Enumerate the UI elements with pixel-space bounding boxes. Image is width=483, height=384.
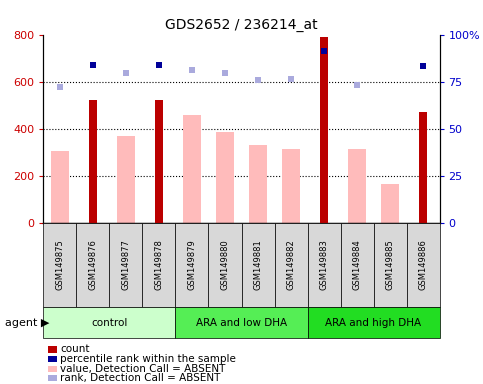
Bar <box>249 145 267 223</box>
Bar <box>155 101 163 223</box>
Text: GSM149884: GSM149884 <box>353 240 361 290</box>
Text: value, Detection Call = ABSENT: value, Detection Call = ABSENT <box>60 364 226 374</box>
Bar <box>183 114 201 223</box>
Text: GSM149886: GSM149886 <box>419 240 427 290</box>
Bar <box>89 101 97 223</box>
Title: GDS2652 / 236214_at: GDS2652 / 236214_at <box>165 18 318 32</box>
Bar <box>216 132 234 223</box>
Text: ARA and low DHA: ARA and low DHA <box>196 318 287 328</box>
Text: agent ▶: agent ▶ <box>5 318 49 328</box>
Text: percentile rank within the sample: percentile rank within the sample <box>60 354 236 364</box>
Text: GSM149883: GSM149883 <box>320 240 328 290</box>
Text: control: control <box>91 318 128 328</box>
Text: GSM149878: GSM149878 <box>155 240 163 290</box>
Bar <box>381 184 399 223</box>
Text: GSM149885: GSM149885 <box>385 240 395 290</box>
Text: GSM149876: GSM149876 <box>88 240 98 290</box>
Text: GSM149877: GSM149877 <box>122 240 130 290</box>
Bar <box>348 149 366 223</box>
Text: GSM149881: GSM149881 <box>254 240 262 290</box>
Text: GSM149875: GSM149875 <box>56 240 64 290</box>
Text: GSM149882: GSM149882 <box>286 240 296 290</box>
Text: ARA and high DHA: ARA and high DHA <box>326 318 422 328</box>
Text: GSM149880: GSM149880 <box>221 240 229 290</box>
Bar <box>51 151 69 223</box>
Text: count: count <box>60 344 90 354</box>
Text: rank, Detection Call = ABSENT: rank, Detection Call = ABSENT <box>60 373 221 383</box>
Bar <box>117 136 135 223</box>
Bar <box>419 112 427 223</box>
Bar <box>282 149 300 223</box>
Bar <box>320 37 328 223</box>
Text: GSM149879: GSM149879 <box>187 240 197 290</box>
